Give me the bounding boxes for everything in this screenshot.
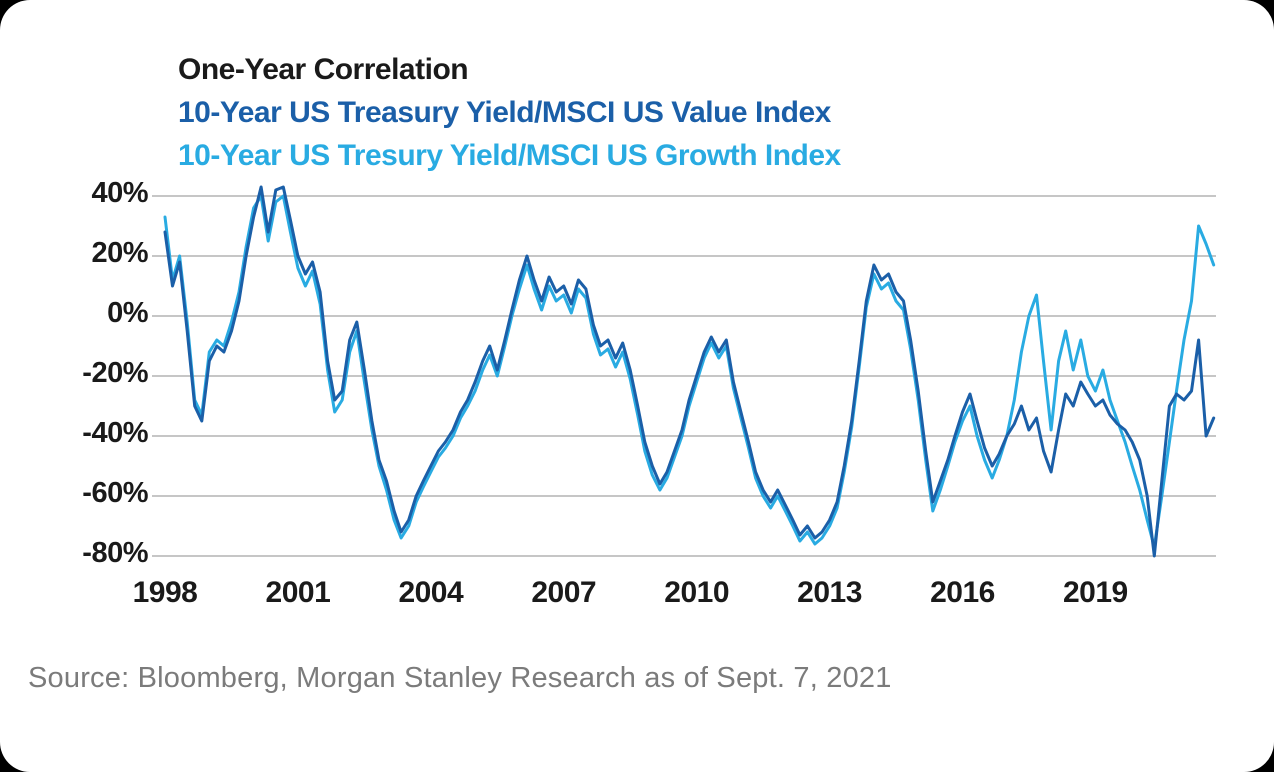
y-axis-tick-label: -60% bbox=[82, 477, 148, 509]
x-axis-tick-label: 2013 bbox=[797, 576, 862, 609]
y-axis-tick-label: 0% bbox=[107, 297, 148, 329]
legend-growth-label: 10-Year US Tresury Yield/MSCI US Growth … bbox=[178, 139, 841, 172]
y-axis-tick-label: 20% bbox=[91, 237, 148, 269]
chart-title: One-Year Correlation bbox=[178, 53, 469, 86]
source-text: Source: Bloomberg, Morgan Stanley Resear… bbox=[28, 662, 892, 694]
x-axis-tick-label: 2007 bbox=[531, 576, 597, 609]
legend-value-label: 10-Year US Treasury Yield/MSCI US Value … bbox=[178, 96, 831, 129]
growth-series-line bbox=[163, 194, 1216, 549]
chart-title-block: One-Year Correlation 10-Year US Treasury… bbox=[178, 48, 841, 177]
x-axis-tick-label: 2019 bbox=[1063, 576, 1128, 609]
y-axis-tick-label: -40% bbox=[82, 417, 148, 449]
y-axis-tick-label: -20% bbox=[82, 357, 148, 389]
value-series-line bbox=[163, 185, 1216, 558]
x-axis-tick-label: 2001 bbox=[265, 576, 331, 609]
x-axis-tick-label: 2010 bbox=[664, 576, 730, 609]
x-axis-tick-label: 1998 bbox=[132, 576, 198, 609]
y-axis-tick-label: -80% bbox=[82, 537, 148, 569]
y-axis-tick-label: 40% bbox=[91, 177, 148, 209]
x-axis-tick-label: 2016 bbox=[930, 576, 995, 609]
x-axis-tick-label: 2004 bbox=[398, 576, 464, 609]
